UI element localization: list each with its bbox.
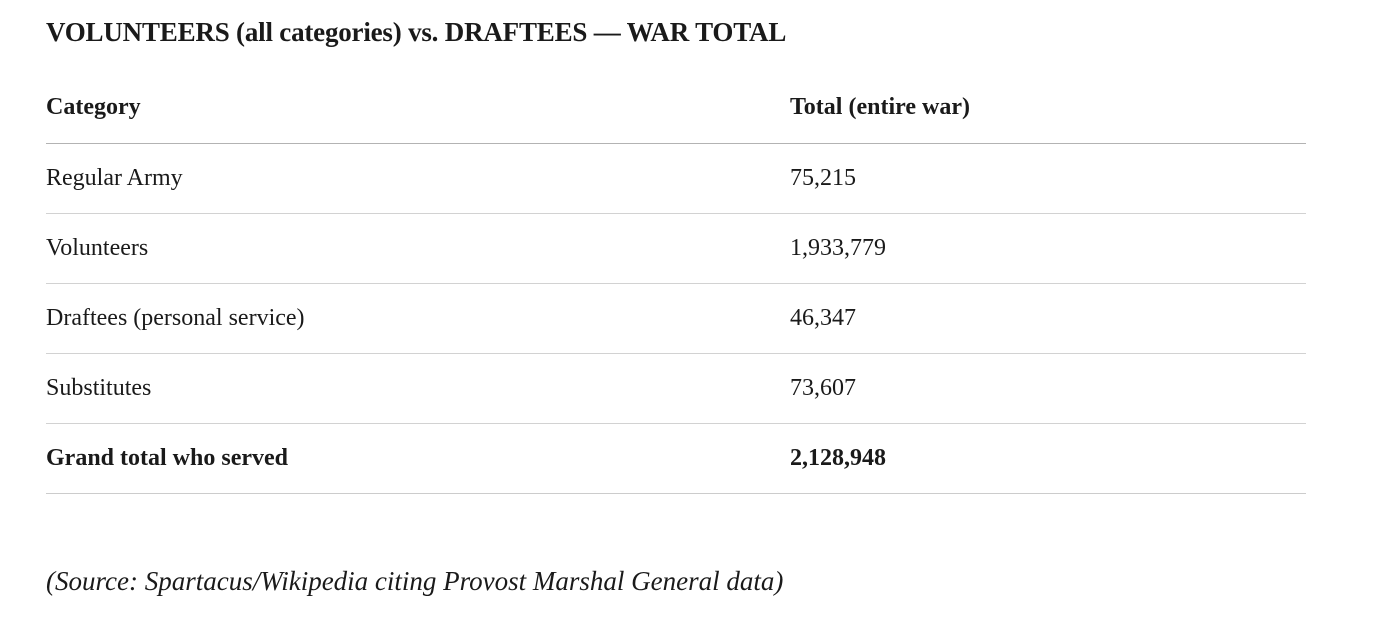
table-row: Draftees (personal service) 46,347 [46,283,1306,354]
grand-total-value: 2,128,948 [790,423,1306,494]
data-table: Category Total (entire war) Regular Army… [46,73,1306,494]
total-cell: 73,607 [790,353,1306,424]
source-note: (Source: Spartacus/Wikipedia citing Prov… [46,566,784,596]
grand-total-label: Grand total who served [46,423,790,494]
total-cell: 75,215 [790,143,1306,214]
grand-total-row: Grand total who served 2,128,948 [46,423,1306,494]
column-header-category: Category [46,73,790,144]
table-row: Volunteers 1,933,779 [46,213,1306,284]
category-cell: Substitutes [46,353,790,424]
total-cell: 46,347 [790,283,1306,354]
category-cell: Regular Army [46,143,790,214]
table-title: VOLUNTEERS (all categories) vs. DRAFTEES… [46,17,787,47]
column-header-total: Total (entire war) [790,73,1306,144]
total-cell: 1,933,779 [790,213,1306,284]
category-cell: Volunteers [46,213,790,284]
table-row: Regular Army 75,215 [46,143,1306,214]
table-header-row: Category Total (entire war) [46,73,1306,144]
table-row: Substitutes 73,607 [46,353,1306,424]
category-cell: Draftees (personal service) [46,283,790,354]
